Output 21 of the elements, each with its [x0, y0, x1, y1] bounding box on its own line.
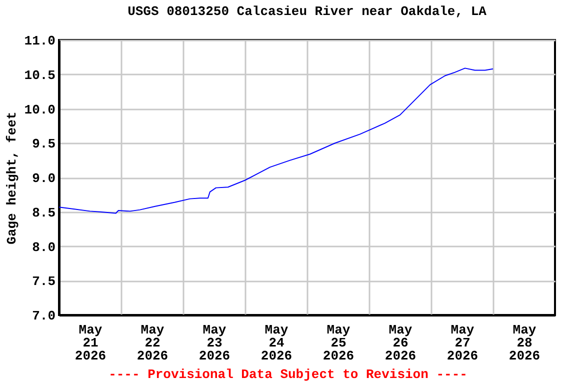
- y-tick-label: 9.5: [32, 136, 56, 152]
- y-axis-title: Gage height, feet: [4, 112, 20, 244]
- chart-title: USGS 08013250 Calcasieu River near Oakdale, LA: [128, 4, 487, 19]
- line-series: [59, 68, 494, 214]
- x-tick-label: May 27 2026: [446, 322, 478, 364]
- x-tick-label: May 25 2026: [322, 322, 354, 364]
- y-tick-label: 11.0: [24, 34, 56, 48]
- x-tick-label: May 23 2026: [198, 322, 230, 364]
- y-tick-label: 8.5: [32, 205, 56, 220]
- y-tick-label: 9.0: [32, 171, 56, 186]
- y-tick-label: 7.5: [32, 274, 56, 290]
- y-tick-label: 10.0: [24, 102, 56, 118]
- x-tick-label: May 21 2026: [74, 322, 106, 364]
- x-tick-label: May 24 2026: [260, 322, 292, 364]
- y-tick-label: 10.5: [24, 68, 56, 83]
- text: ---- Provisional Data Subject to Revision ----: [108, 367, 468, 382]
- x-tick-label: May 26 2026: [384, 322, 416, 364]
- y-tick-label: 7.0: [32, 308, 56, 324]
- y-tick-label: 8.0: [32, 240, 56, 255]
- x-tick-label: May 28 2026: [508, 322, 540, 364]
- x-tick-label: May 22 2026: [136, 322, 168, 364]
